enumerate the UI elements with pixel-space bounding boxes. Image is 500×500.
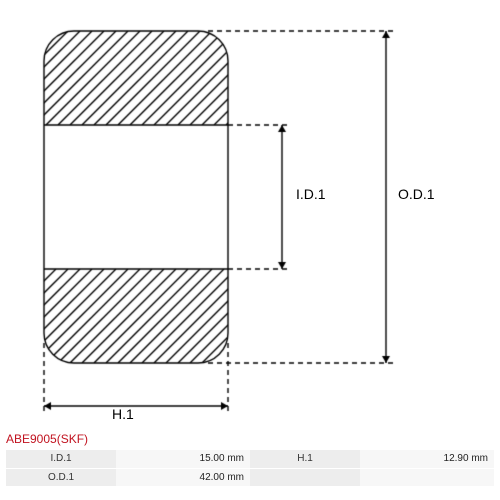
- part-number: ABE9005(SKF): [6, 432, 88, 446]
- bearing-diagram: [0, 0, 500, 500]
- dim-label-id1: I.D.1: [296, 186, 326, 202]
- cell-value: [360, 468, 494, 486]
- dim-label-h1: H.1: [112, 406, 134, 422]
- cell-label: [250, 468, 360, 486]
- cell-label: O.D.1: [6, 468, 116, 486]
- dimension-table: I.D.1 15.00 mm H.1 12.90 mm O.D.1 42.00 …: [6, 450, 494, 487]
- table-row: I.D.1 15.00 mm H.1 12.90 mm: [6, 450, 494, 468]
- cell-label: I.D.1: [6, 450, 116, 468]
- dim-label-od1: O.D.1: [398, 186, 435, 202]
- cell-label: H.1: [250, 450, 360, 468]
- cell-value: 42.00 mm: [116, 468, 250, 486]
- cell-value: 12.90 mm: [360, 450, 494, 468]
- cell-value: 15.00 mm: [116, 450, 250, 468]
- table-row: O.D.1 42.00 mm: [6, 468, 494, 486]
